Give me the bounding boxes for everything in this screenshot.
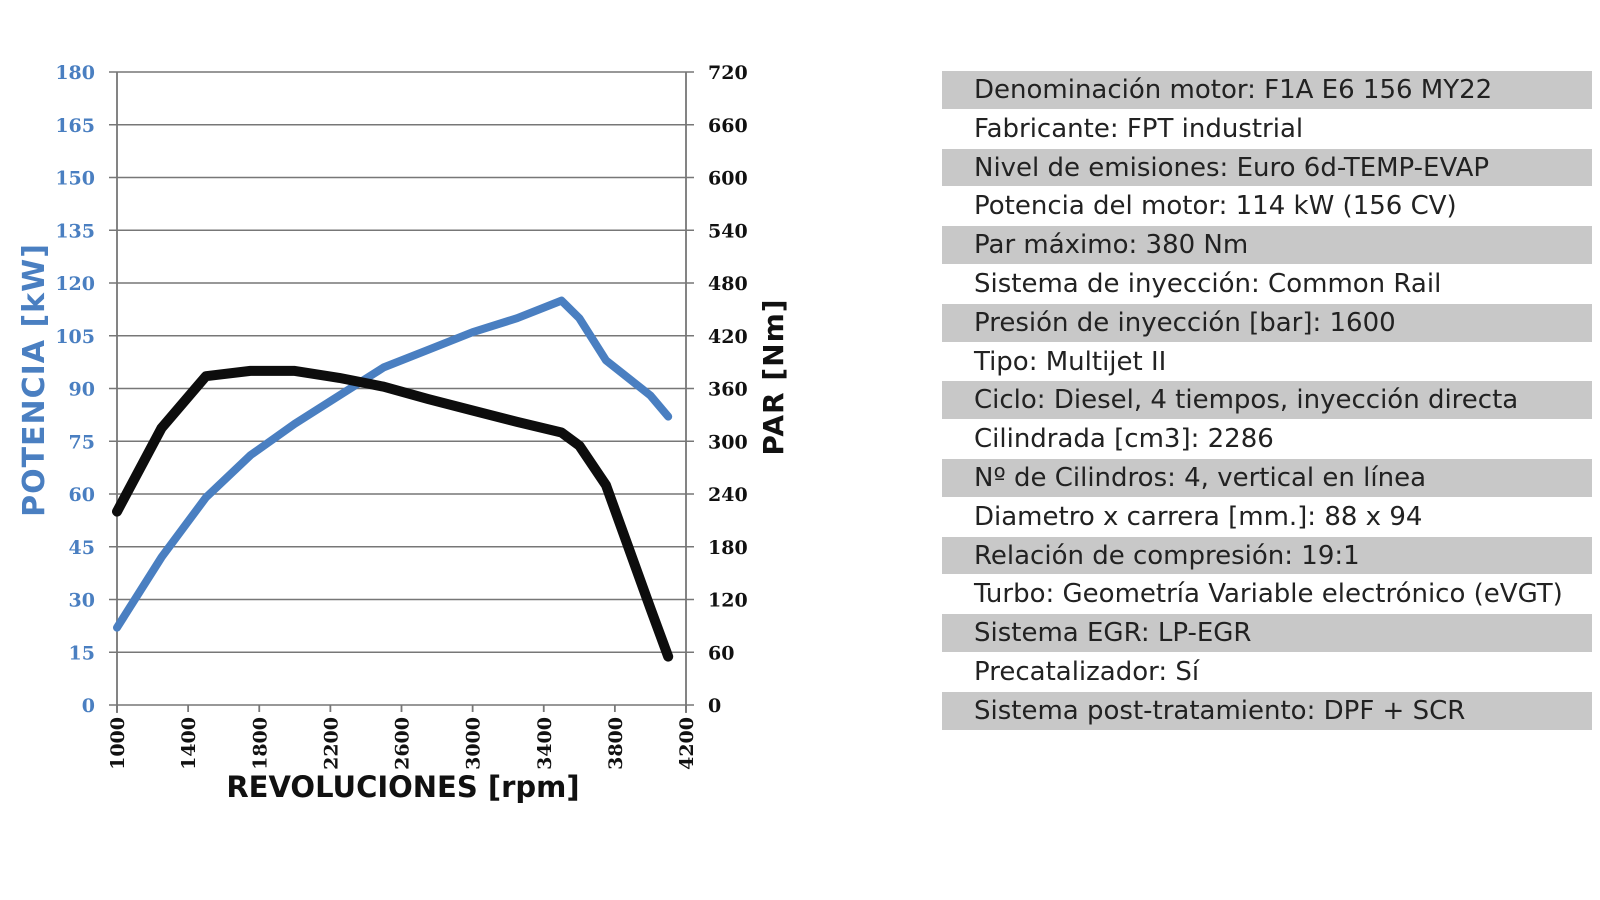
y-left-tick-label: 165	[55, 115, 95, 137]
x-tick-label: 3400	[534, 717, 556, 770]
x-tick-label: 2200	[320, 717, 342, 770]
y-left-tick-label: 135	[55, 220, 95, 242]
x-tick-label: 3800	[605, 717, 627, 770]
spec-row: Diametro x carrera [mm.]: 88 x 94	[942, 498, 1592, 537]
x-tick-label: 4200	[676, 717, 698, 770]
power-curve	[113, 296, 673, 632]
x-tick-label: 1800	[249, 717, 271, 770]
series-layer	[112, 296, 674, 662]
spec-row: Precatalizador: Sí	[942, 653, 1592, 692]
spec-row: Cilindrada [cm3]: 2286	[942, 420, 1592, 459]
y-right-tick-label: 660	[708, 115, 748, 137]
spec-row: Par máximo: 380 Nm	[942, 226, 1592, 265]
y-right-tick-label: 720	[708, 62, 748, 84]
engine-curve-chart: 0 15 30 45 60 75 90 105 120 135 150 165 180 0 60 120 180…	[17, 62, 790, 804]
spec-row: Nº de Cilindros: 4, vertical en línea	[942, 458, 1592, 498]
spec-row: Denominación motor: F1A E6 156 MY22	[942, 71, 1592, 110]
y-left-tick-label: 180	[55, 62, 95, 84]
ticks-layer: 0153045607590105120135150165180060120180…	[55, 62, 747, 770]
y-left-tick-label: 150	[55, 168, 95, 190]
y-left-tick-label: 90	[69, 379, 95, 401]
y-right-tick-label: 240	[708, 484, 748, 506]
spec-row: Ciclo: Diesel, 4 tiempos, inyección dire…	[942, 381, 1592, 421]
y-left-tick-label: 60	[69, 484, 95, 506]
grid-layer	[109, 71, 694, 713]
y-left-tick-label: 75	[69, 431, 95, 453]
y-right-tick-label: 120	[708, 590, 748, 612]
spec-row: Potencia del motor: 114 kW (156 CV)	[942, 187, 1592, 227]
y-left-tick-label: 120	[55, 273, 95, 295]
spec-row: Turbo: Geometría Variable electrónico (e…	[942, 575, 1592, 615]
y-left-tick-label: 15	[69, 642, 95, 664]
spec-row: Tipo: Multijet II	[942, 343, 1592, 382]
y-right-tick-label: 360	[708, 379, 748, 401]
y-right-tick-label: 600	[708, 168, 748, 190]
y-right-tick-label: 60	[708, 642, 734, 664]
spec-row: Sistema post-tratamiento: DPF + SCR	[942, 691, 1592, 731]
spec-row: Sistema de inyección: Common Rail	[942, 265, 1592, 304]
x-tick-label: 1400	[178, 717, 200, 770]
chart-svg: 0153045607590105120135150165180060120180…	[17, 62, 790, 804]
spec-row: Fabricante: FPT industrial	[942, 110, 1592, 149]
y-right-axis-title: PAR [Nm]	[757, 298, 790, 455]
y-right-tick-label: 420	[708, 326, 748, 348]
torque-curve	[112, 365, 674, 662]
y-left-axis-title: POTENCIA [kW]	[17, 243, 52, 517]
x-tick-label: 3000	[463, 717, 485, 770]
y-right-tick-label: 480	[708, 273, 748, 295]
x-tick-label: 1000	[107, 717, 129, 770]
x-axis-title: REVOLUCIONES [rpm]	[226, 770, 579, 804]
y-right-tick-label: 0	[708, 695, 721, 717]
spec-row: Presión de inyección [bar]: 1600	[942, 303, 1592, 343]
y-left-tick-label: 30	[69, 590, 95, 612]
spec-row: Sistema EGR: LP-EGR	[942, 614, 1592, 653]
engine-spec-table: Denominación motor: F1A E6 156 MY22 Fabri…	[942, 71, 1592, 731]
spec-row: Nivel de emisiones: Euro 6d-TEMP-EVAP	[942, 148, 1592, 188]
y-right-tick-label: 180	[708, 537, 748, 559]
y-right-tick-label: 540	[708, 220, 748, 242]
y-left-tick-label: 0	[82, 695, 95, 717]
y-left-tick-label: 105	[55, 326, 95, 348]
spec-row: Relación de compresión: 19:1	[942, 536, 1592, 576]
x-tick-label: 2600	[392, 717, 414, 770]
y-left-tick-label: 45	[69, 537, 95, 559]
y-right-tick-label: 300	[708, 431, 748, 453]
